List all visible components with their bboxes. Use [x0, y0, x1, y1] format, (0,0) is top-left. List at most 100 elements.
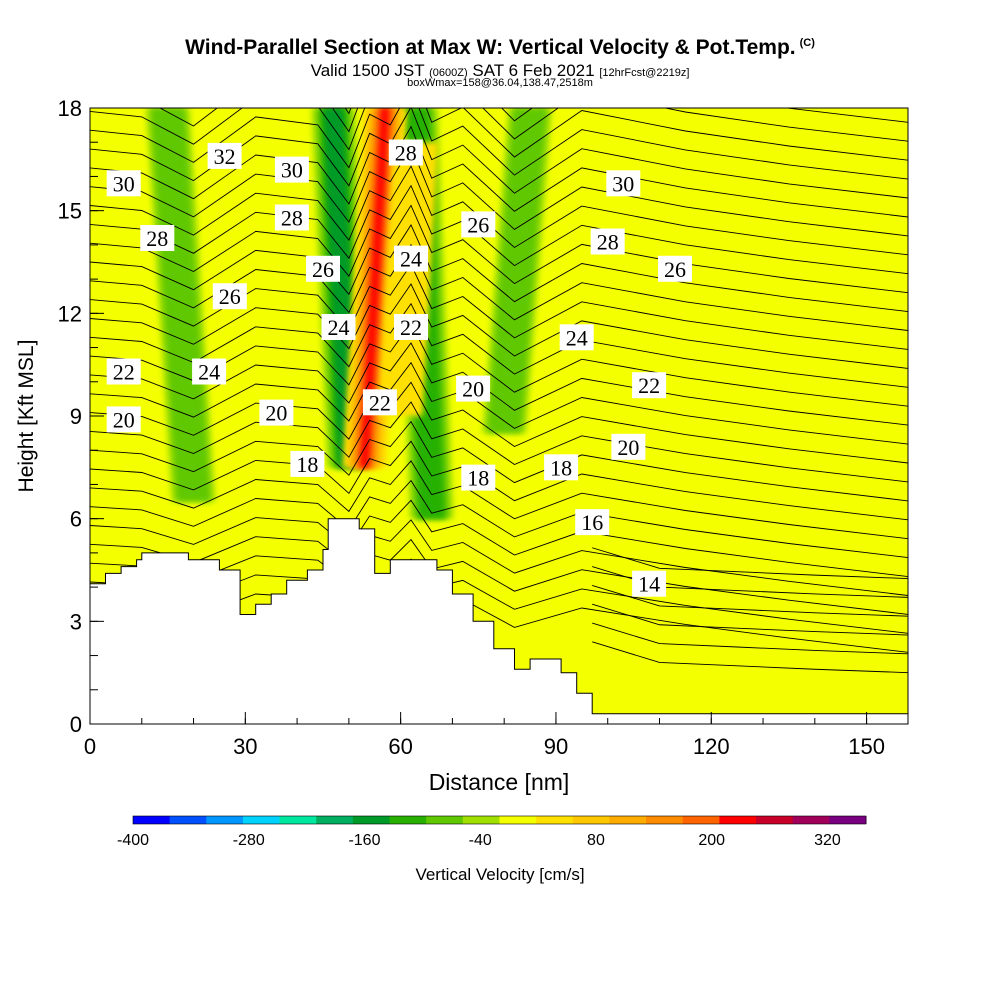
theta-label: 32 [207, 142, 242, 169]
valid-time-line: Valid 1500 JST (0600Z) SAT 6 Feb 2021 [1… [0, 61, 1000, 81]
theta-label: 30 [106, 170, 141, 197]
warm-shade-region [700, 115, 815, 360]
theta-label-text: 18 [550, 455, 572, 480]
theta-label-box [559, 324, 594, 351]
isentrope-line [90, 9, 908, 104]
theta-label-box [274, 156, 309, 183]
theta-label-text: 22 [369, 390, 391, 415]
isentrope-line [90, 519, 908, 596]
colorbar-swatch [426, 816, 464, 824]
theta-label-text: 28 [146, 226, 168, 251]
colorbar-swatch [389, 816, 427, 824]
theta-label: 24 [394, 245, 428, 272]
colorbar-frame [132, 815, 867, 825]
theta-label-box [658, 255, 692, 282]
x-tick-label: 30 [233, 734, 257, 759]
isentrope-line [90, 0, 908, 85]
isentrope-line [90, 0, 908, 67]
colorbar-swatch [682, 816, 720, 824]
valid-date-text: SAT 6 Feb 2021 [472, 61, 595, 80]
downdraft-band-3 [150, 108, 211, 502]
theta-label: 20 [611, 433, 646, 460]
theta-label-text: 22 [113, 360, 135, 385]
theta-label-box [388, 139, 423, 166]
theta-label-text: 24 [198, 360, 220, 385]
forecast-text: [12hrFcst@2219z] [599, 67, 690, 79]
isentrope-line [90, 0, 908, 30]
theta-label-box [632, 570, 667, 597]
colorbar-swatch [316, 816, 354, 824]
theta-label-box [394, 314, 428, 340]
isentrope-line [90, 184, 908, 275]
isentrope-line [90, 283, 908, 369]
x-tick-label: 90 [544, 734, 568, 759]
colorbar-swatch [242, 816, 281, 824]
theta-label-text: 30 [612, 171, 634, 196]
theta-label-box [140, 225, 175, 251]
colorbar-swatch [572, 816, 610, 824]
theta-label-text: 16 [581, 510, 603, 535]
theta-label-box [611, 433, 646, 460]
colorbar-tick-label: 80 [587, 832, 605, 849]
warm-shade-region [640, 570, 710, 724]
theta-label-text: 28 [281, 206, 303, 231]
colorbar-swatch [169, 816, 207, 824]
theta-label: 30 [606, 170, 641, 197]
theta-label-text: 18 [467, 466, 489, 491]
isentrope-line [592, 603, 908, 636]
theta-label-box [106, 358, 141, 385]
theta-label-box [575, 509, 610, 536]
theta-label-text: 26 [467, 212, 489, 237]
colorbar-swatch [279, 816, 317, 824]
theta-label-box [461, 464, 496, 491]
colorbar-swatch [536, 816, 574, 824]
colorbar-swatch [133, 816, 171, 824]
theta-label-text: 20 [113, 407, 135, 432]
theta-label: 28 [590, 228, 625, 255]
theta-label: 18 [461, 464, 496, 491]
x-tick-label: 150 [848, 734, 885, 759]
theta-label-box [394, 245, 428, 272]
theta-label: 16 [575, 509, 610, 536]
y-tick-label: 0 [70, 712, 82, 737]
x-tick-label: 120 [693, 734, 730, 759]
colorbar-tick-label: -280 [233, 832, 265, 849]
theta-label-text: 20 [265, 401, 287, 426]
isentrope-line [90, 204, 908, 294]
colorbar-swatch [352, 816, 391, 824]
theta-label-box [274, 204, 309, 231]
colorbar-tick-label: 200 [698, 832, 725, 849]
theta-label-text: 30 [281, 158, 303, 183]
isentrope-line [592, 622, 908, 655]
theta-label: 18 [290, 450, 325, 477]
theta-label-text: 30 [113, 171, 135, 196]
isentrope-line [592, 547, 908, 580]
theta-label-box [590, 228, 625, 255]
theta-label-text: 24 [400, 247, 422, 272]
theta-label-text: 24 [328, 315, 350, 340]
chart-title: Wind-Parallel Section at Max W: Vertical… [0, 36, 1000, 60]
theta-labels: 32 30 30 28 28 28 26 26 26 24 24 24 24 22 22 22 22 20 20 20… [106, 139, 692, 597]
theta-label-text: 28 [597, 230, 619, 255]
colorbar-tick-label: -40 [469, 832, 492, 849]
theta-label: 26 [306, 255, 340, 282]
theta-label: 22 [362, 389, 397, 416]
warm-shade-region [700, 480, 780, 640]
theta-label: 20 [456, 375, 491, 402]
colorbar-swatch [719, 816, 757, 824]
y-tick-label: 15 [58, 199, 82, 224]
theta-label: 26 [461, 211, 496, 238]
y-axis-label: Height [Kft MSL] [15, 340, 38, 493]
theta-label-text: 14 [638, 572, 660, 597]
theta-label-box [106, 406, 141, 433]
theta-label: 22 [394, 314, 428, 340]
theta-label-text: 18 [296, 452, 318, 477]
box-info: boxWmax=158@36.04,138.47,2518m [407, 77, 593, 89]
isentrope-line [90, 499, 908, 578]
theta-label-box [192, 358, 227, 385]
isentrope-line [90, 361, 908, 445]
axis-ticks: 0 30 60 90 120 150 0 3 6 9 12 15 18 [58, 96, 885, 759]
updraft-band-0 [360, 108, 390, 468]
theta-label-text: 22 [638, 373, 660, 398]
isentrope-line [90, 108, 908, 180]
